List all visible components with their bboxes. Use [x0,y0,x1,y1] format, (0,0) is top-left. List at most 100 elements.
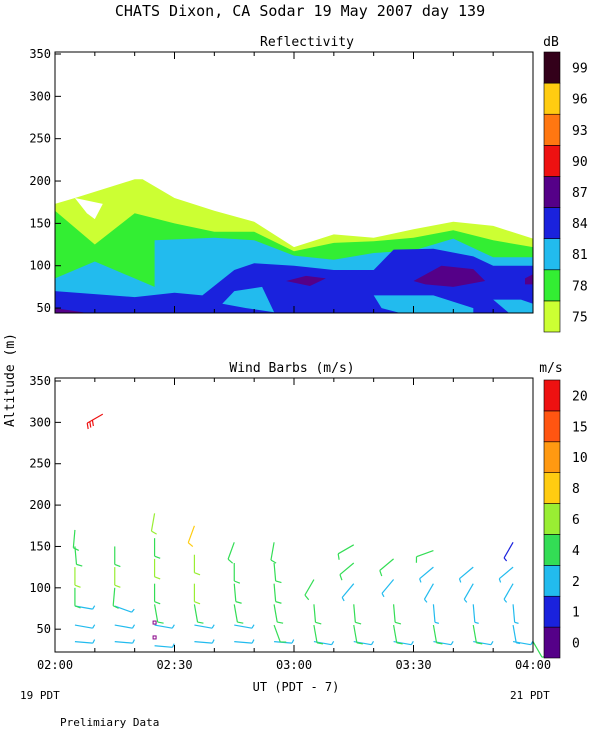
x-tick-label: 03:30 [395,658,431,672]
wind-barb [153,538,161,559]
speed-legend-label: 15 [572,420,588,435]
speed-legend-swatch [543,379,561,412]
wind-barb [114,624,136,629]
wind-barb [415,550,434,563]
wind-barb [419,566,434,583]
wind-barb [472,624,483,645]
speed-legend-label: 6 [572,513,580,528]
wind-barb [353,624,363,645]
wind-barb [423,583,434,603]
db-legend-swatch [543,300,561,333]
wind-barb [74,567,81,588]
x-axis-label: UT (PDT - 7) [253,680,340,694]
wind-barb [233,563,241,584]
x-tick-label: 02:00 [37,658,73,672]
wind-barbs-title: Wind Barbs (m/s) [229,361,354,376]
data-gap [74,198,103,220]
y-tick-label: 350 [29,374,51,388]
wind-barb [273,604,284,624]
db-legend-swatch [543,238,561,271]
reflectivity-contours [55,179,533,313]
y-tick-label: 100 [29,259,51,273]
wind-barb [512,624,521,645]
speed-legend-label: 4 [572,544,580,559]
reflectivity-panel: Reflectivity 50 100 150 200 250 300 350 75 78 81… [29,35,588,333]
wind-barb [72,529,80,551]
contour-layer-10 [55,308,85,313]
wind-barb [498,566,514,583]
db-legend-swatch [543,145,561,177]
speed-legend-label: 20 [572,389,588,404]
db-legend-label: 81 [572,248,588,263]
db-legend-swatch [543,51,561,84]
speed-legend-label: 0 [572,637,580,652]
wind-barb [273,624,287,643]
wind-barb [270,542,277,564]
speed-legend-swatch [543,410,561,443]
wind-barb [114,639,135,644]
wind-barb [153,558,161,580]
wind-barb [74,639,96,644]
wind-barb [193,604,204,624]
db-legend-label: 93 [572,124,588,139]
wind-barb [463,583,474,603]
wind-barb [339,562,355,581]
wind-barb [233,604,244,624]
wind-barb [154,643,175,648]
y-tick-label: 350 [29,47,51,61]
reflectivity-title: Reflectivity [260,35,354,50]
wind-barbs-axes: 50 100 150 200 250 300 350 02:00 02:30 03:00 03:30… [29,374,551,672]
end-date-label: 21 PDT [510,689,550,702]
wind-barb [341,583,355,602]
wind-barb [194,639,215,644]
wind-barb [313,604,322,625]
wind-barb [273,562,282,584]
wind-barb [153,583,161,605]
reflectivity-axes: 50 100 150 200 250 300 350 [29,47,534,315]
speed-legend-label: 1 [572,606,580,621]
contour-layer-9 [525,274,533,285]
wind-barb [381,579,395,598]
wind-barb [193,554,201,576]
wind-barb [432,604,439,624]
x-tick-label: 04:00 [515,658,551,672]
db-legend-swatch [543,207,561,239]
db-legend-swatch [543,113,561,146]
wind-barb [227,542,235,564]
wind-barb [458,566,474,583]
wind-barb [392,604,402,625]
y-tick-label: 250 [29,132,51,146]
contour-layer-7 [286,275,326,286]
wind-barb [114,605,135,613]
wind-barb [193,583,201,605]
figure-title: CHATS Dixon, CA Sodar 19 May 2007 day 13… [115,2,485,20]
wind-speed-legend: 0 1 2 4 6 8 10 15 20 [543,379,588,659]
contour-layer-6 [493,299,533,313]
contour-layer-4 [222,286,275,313]
wind-barb [114,567,121,588]
wind-barb [187,525,195,548]
speed-legend-swatch [543,595,561,628]
wind-barb [503,542,514,562]
db-legend-label: 99 [572,62,588,77]
wind-barb [154,624,175,629]
wind-barb [392,624,403,645]
wind-barb [153,604,164,624]
wind-barb [273,583,282,604]
speed-legend-swatch [543,534,561,566]
wind-barbs-panel: Wind Barbs (m/s) 5010015020025030035002:… [29,361,587,672]
y-tick-label: 300 [29,415,51,429]
y-tick-label: 200 [29,498,51,512]
wind-barb [86,413,104,430]
wind-barb [337,544,355,560]
db-legend-label: 78 [572,279,588,294]
db-legend-label: 87 [572,186,588,201]
y-tick-label: 250 [29,457,51,471]
db-legend-swatch [543,176,561,208]
speed-legend-swatch [543,472,561,504]
db-legend-label: 96 [572,93,588,108]
wind-barb [74,624,96,629]
wind-barb [503,583,514,603]
wind-barb [472,604,479,624]
wind-barb [150,513,157,535]
